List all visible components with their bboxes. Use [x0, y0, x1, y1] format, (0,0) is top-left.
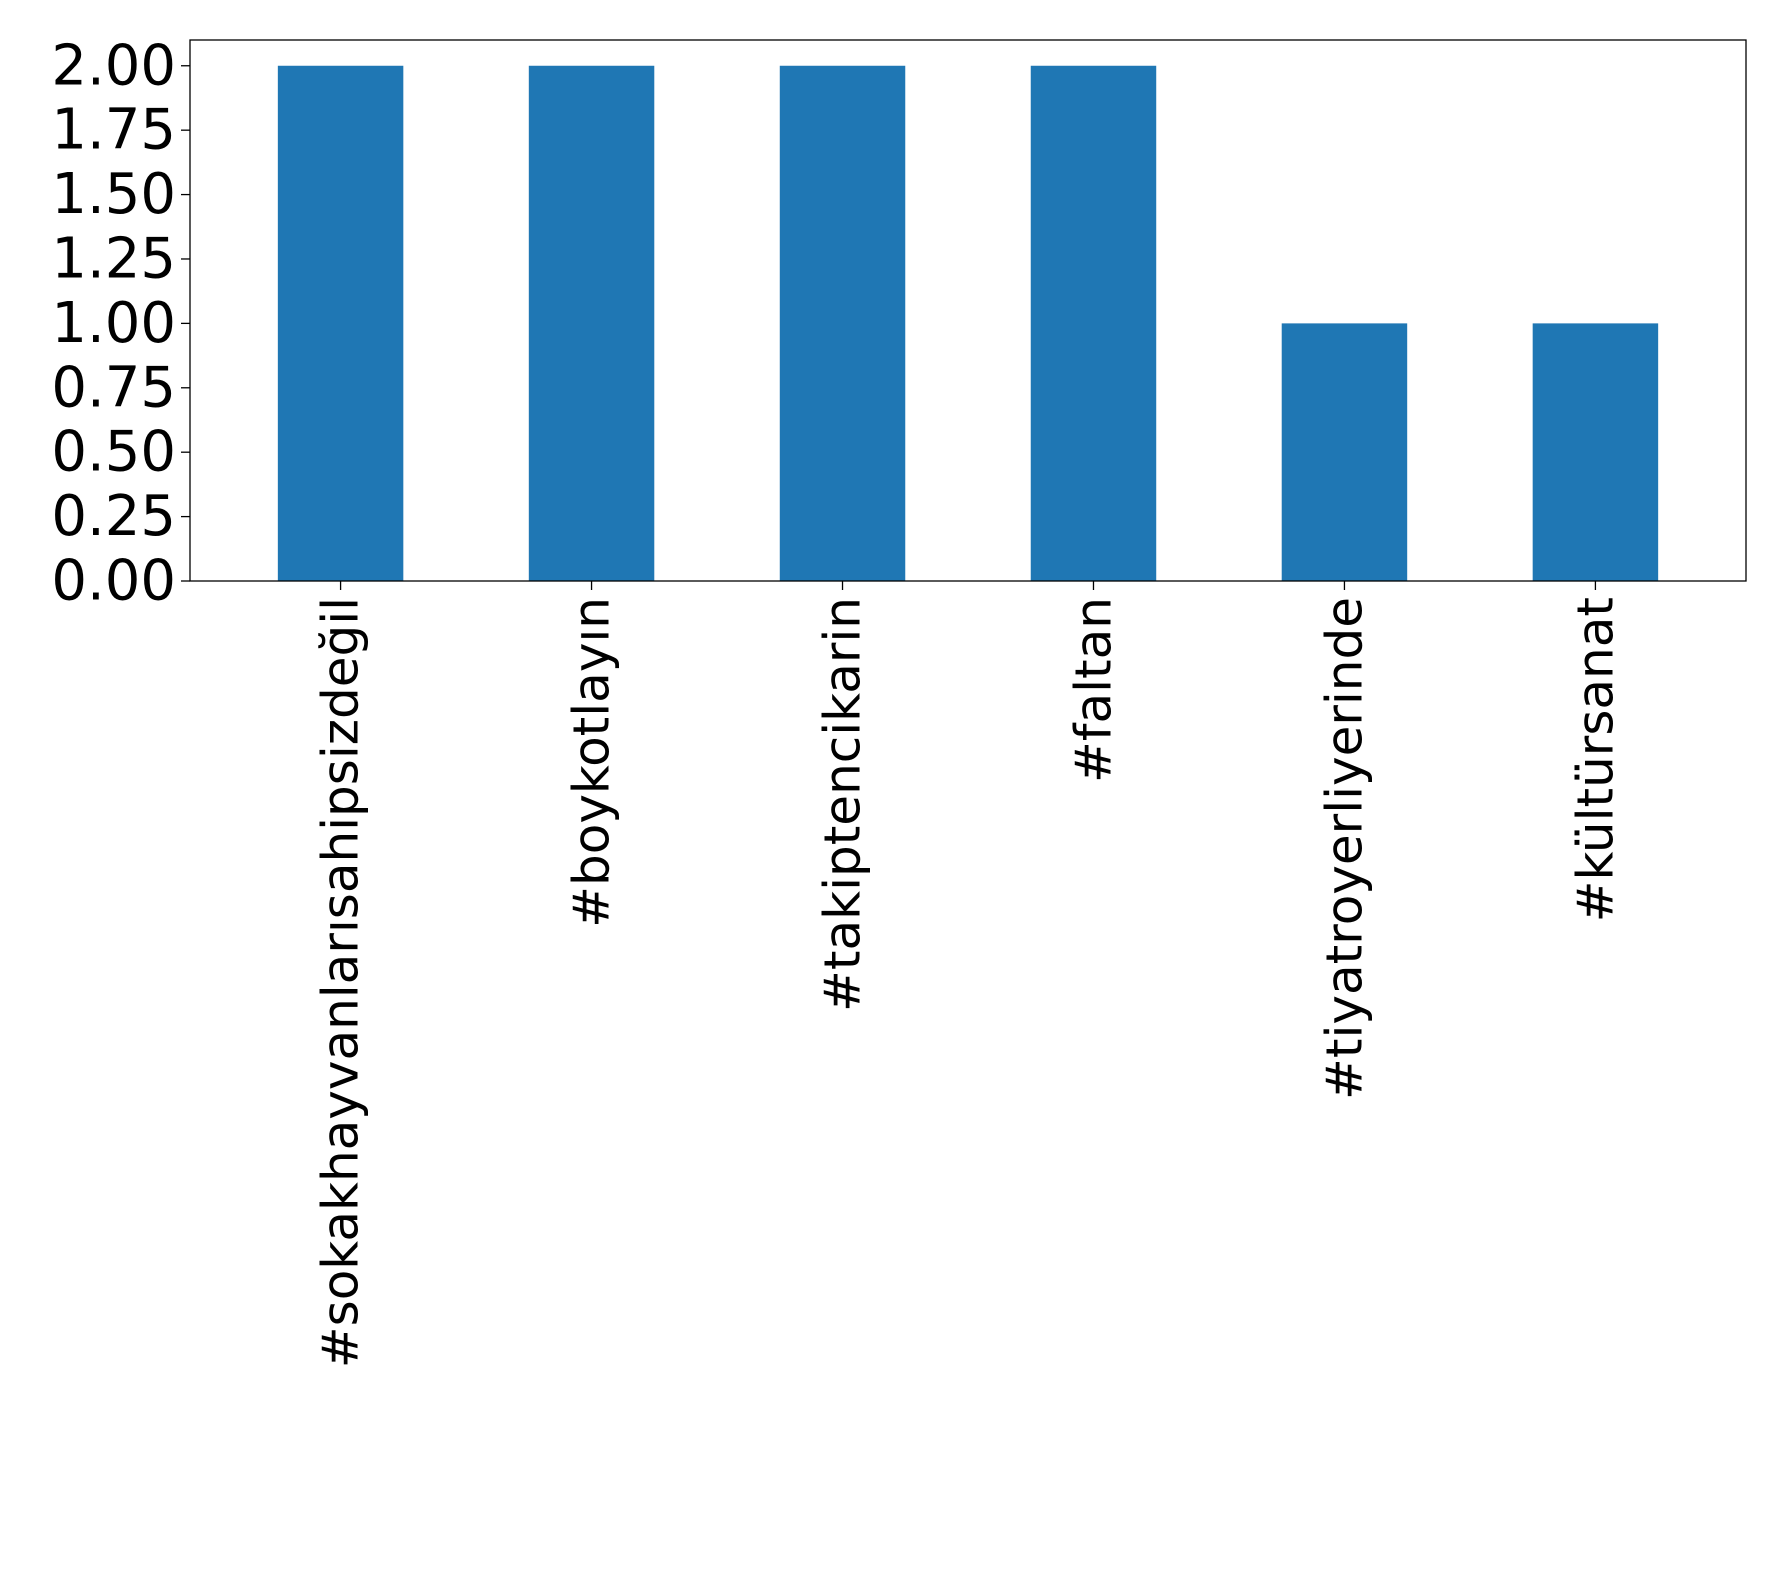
y-tick-label-6: 1.50	[51, 162, 176, 227]
x-tick-label-1: #boykotlayın	[563, 597, 621, 928]
y-tick-label-0: 0.00	[51, 549, 176, 614]
y-tick-label-3: 0.75	[51, 355, 176, 420]
y-axis-ticks: 0.000.250.500.751.001.251.501.752.00	[51, 33, 190, 614]
y-tick-label-7: 1.75	[51, 98, 176, 163]
y-tick-label-4: 1.00	[51, 291, 176, 356]
bar-4	[1281, 323, 1408, 581]
bar-0	[277, 65, 404, 581]
bar-2	[779, 65, 906, 581]
y-tick-label-2: 0.50	[51, 420, 176, 485]
bar-5	[1532, 323, 1659, 581]
bar-1	[528, 65, 655, 581]
bar-3	[1030, 65, 1157, 581]
y-tick-label-8: 2.00	[51, 33, 176, 98]
x-tick-label-5: #kültürsanat	[1566, 597, 1624, 922]
x-tick-label-3: #faltan	[1064, 597, 1122, 783]
bars-group	[277, 65, 1659, 581]
x-tick-label-2: #takiptencikarin	[814, 597, 872, 1012]
y-tick-label-1: 0.25	[51, 484, 176, 549]
x-axis-ticks: #sokakhayvanlarısahipsizdeğil #boykotlayı…	[312, 581, 1624, 1368]
x-tick-label-0: #sokakhayvanlarısahipsizdeğil	[312, 597, 370, 1368]
y-tick-label-5: 1.25	[51, 226, 176, 291]
plot-frame	[189, 39, 1747, 582]
x-tick-label-4: #tiyatroyerliyerinde	[1315, 597, 1373, 1100]
